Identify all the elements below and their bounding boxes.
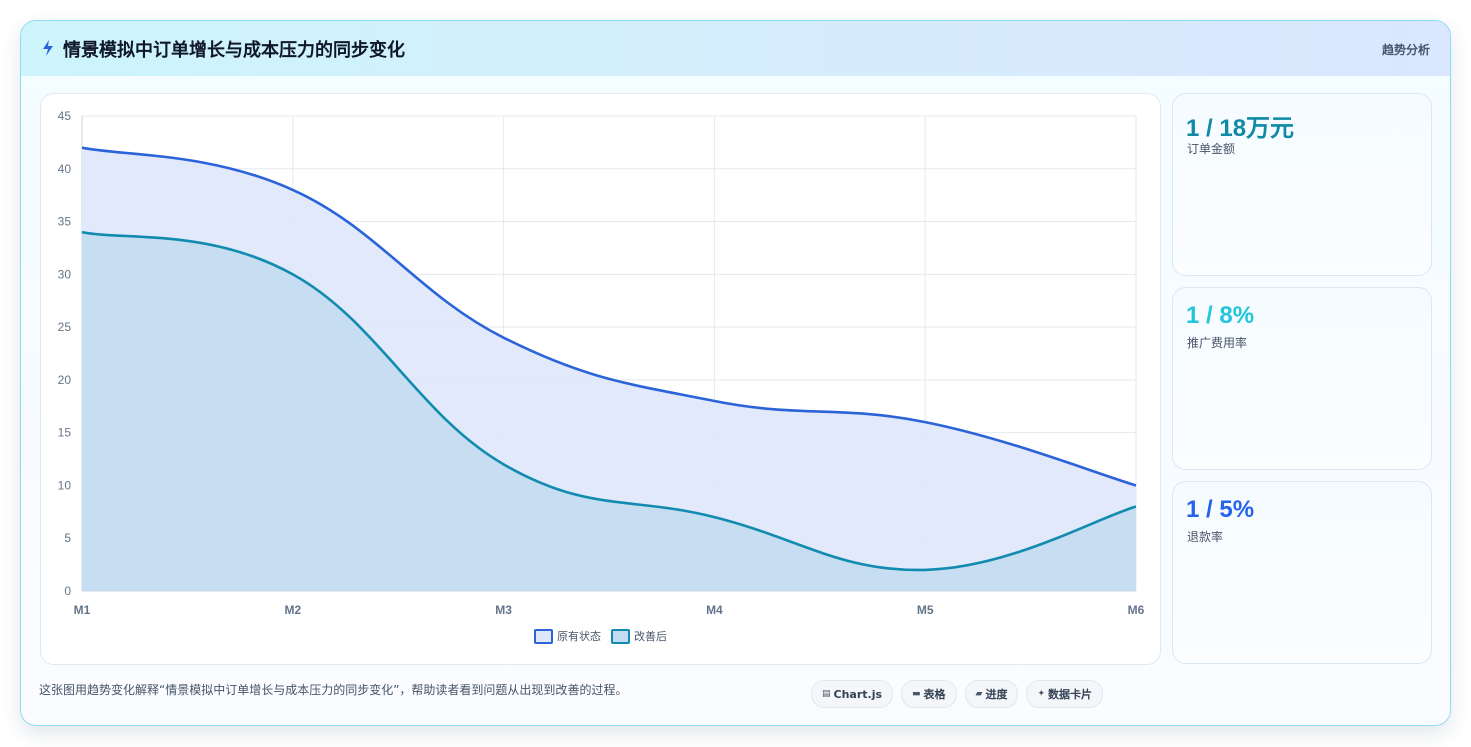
lightning-icon: [43, 40, 53, 56]
stat-label: 退款率: [1187, 530, 1224, 544]
legend-item-original[interactable]: 原有状态: [534, 628, 601, 644]
area-chart: 0 5 10 15 20 25 30 35 40 45 M1 M2 M3 M4 M5 M6: [58, 109, 1145, 617]
stat-card-order-amount: 1 / 18万元 订单金额: [1172, 93, 1432, 276]
y-tick-label: 45: [58, 109, 72, 123]
progress-icon: ▰: [975, 689, 983, 699]
stat-label: 推广费用率: [1187, 336, 1248, 350]
y-tick-label: 40: [58, 162, 72, 176]
series-line-1[interactable]: [81, 230, 1137, 572]
legend-item-improved[interactable]: 改善后: [611, 628, 667, 644]
y-tick-label: 15: [58, 426, 72, 440]
chip-progress[interactable]: ▰ 进度: [964, 680, 1019, 708]
series-line-0[interactable]: [81, 146, 1137, 487]
chip-label: 进度: [985, 688, 1008, 701]
y-tick-label: 30: [58, 267, 72, 281]
x-tick-label: M3: [495, 603, 512, 617]
y-tick-label: 20: [58, 373, 72, 387]
chip-data-card[interactable]: ✦ 数据卡片: [1026, 680, 1104, 708]
tech-chips: ▤ Chart.js ▬ 表格 ▰ 进度 ✦ 数据卡片: [811, 680, 1104, 708]
table-icon: ▬: [912, 689, 921, 699]
stat-card-refund-rate: 1 / 5% 退款率: [1172, 481, 1432, 664]
chip-chartjs[interactable]: ▤ Chart.js: [811, 680, 894, 708]
dashboard-card: 情景模拟中订单增长与成本压力的同步变化 趋势分析 0 5 10 15 20 25 30 35 4…: [20, 20, 1451, 726]
stat-value: 1 / 18万元: [1186, 115, 1295, 142]
trend-analysis-tag: 趋势分析: [1381, 43, 1430, 57]
stat-value: 1 / 8%: [1186, 302, 1255, 329]
x-tick-label: M1: [74, 603, 91, 617]
chip-table[interactable]: ▬ 表格: [901, 680, 957, 708]
sparkle-icon: ✦: [1037, 689, 1046, 699]
x-tick-label: M4: [706, 603, 723, 617]
chip-label: Chart.js: [833, 687, 883, 701]
y-tick-label: 5: [64, 531, 71, 545]
chart-legend: 原有状态 改善后: [41, 628, 1160, 644]
stat-card-promo-cost-rate: 1 / 8% 推广费用率: [1172, 287, 1432, 470]
y-tick-label: 10: [58, 478, 72, 492]
chart-description: 这张图用趋势变化解释“情景模拟中订单增长与成本压力的同步变化”，帮助读者看到问题…: [39, 683, 628, 697]
x-tick-label: M6: [1128, 603, 1145, 617]
page-title: 情景模拟中订单增长与成本压力的同步变化: [63, 40, 405, 61]
stat-value: 1 / 5%: [1186, 496, 1255, 523]
y-tick-label: 25: [58, 320, 72, 334]
series-area-1: [82, 232, 1136, 591]
chart-icon: ▤: [822, 689, 831, 699]
chip-label: 表格: [923, 688, 946, 701]
x-tick-label: M5: [917, 603, 934, 617]
card-header: 情景模拟中订单增长与成本压力的同步变化 趋势分析: [21, 21, 1450, 76]
legend-swatch-improved: [611, 628, 630, 644]
legend-label-improved: 改善后: [634, 630, 667, 643]
legend-label-original: 原有状态: [557, 630, 601, 643]
chart-panel: 0 5 10 15 20 25 30 35 40 45 M1 M2 M3 M4 M5 M6 原有状态 改善后: [40, 93, 1161, 665]
stat-label: 订单金额: [1187, 142, 1236, 156]
x-tick-label: M2: [284, 603, 301, 617]
legend-swatch-original: [534, 628, 553, 644]
chip-label: 数据卡片: [1048, 688, 1093, 701]
y-tick-label: 0: [64, 584, 71, 598]
y-tick-label: 35: [58, 215, 72, 229]
